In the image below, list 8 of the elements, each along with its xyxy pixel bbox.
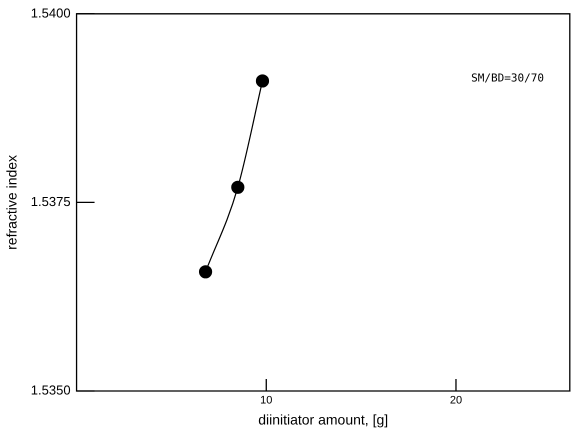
x-tick-label: 20 xyxy=(450,394,462,407)
x-axis-title: diinitiator amount, [g] xyxy=(258,411,388,428)
y-tick-label: 1.5400 xyxy=(30,5,71,20)
annotation: SM/BD=30/70 xyxy=(471,72,544,85)
y-tick-label: 1.5375 xyxy=(30,194,71,209)
y-tick-label: 1.5350 xyxy=(30,382,71,398)
y-axis-title: refractive index xyxy=(3,154,20,250)
x-tick-label: 10 xyxy=(260,394,272,407)
